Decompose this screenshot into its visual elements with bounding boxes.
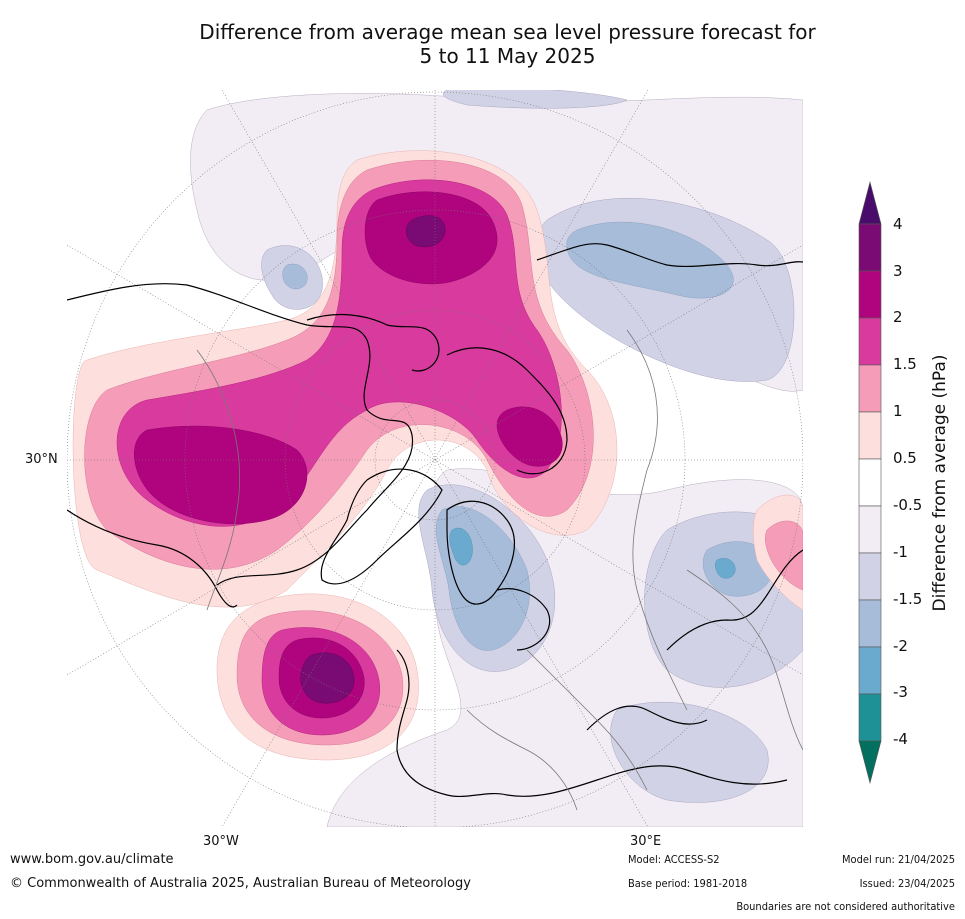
title-line-2: 5 to 11 May 2025 xyxy=(419,44,596,68)
colorbar-segment xyxy=(858,505,882,554)
copyright: © Commonwealth of Australia 2025, Austra… xyxy=(10,876,471,891)
model-run: Model run: 21/04/2025 xyxy=(842,853,955,866)
colorbar-segment xyxy=(858,646,882,695)
cb-tick-neg-4: -4 xyxy=(893,730,908,748)
colorbar-segment xyxy=(858,317,882,366)
colorbar-segment xyxy=(858,270,882,319)
map-title: Difference from average mean sea level p… xyxy=(0,20,965,68)
cb-tick-neg-0-5: -0.5 xyxy=(893,496,923,514)
cb-tick-1: 1 xyxy=(893,402,903,420)
cb-tick-0-5: 0.5 xyxy=(893,449,917,467)
cb-tick-3: 3 xyxy=(893,262,903,280)
title-line-1: Difference from average mean sea level p… xyxy=(199,20,816,44)
cb-tick-neg-1-5: -1.5 xyxy=(893,590,923,608)
lon-label-30e: 30°E xyxy=(630,834,662,849)
negative-anomaly-blue xyxy=(449,527,736,579)
colorbar-segment xyxy=(858,552,882,601)
lat-label-30n: 30°N xyxy=(25,452,58,467)
website-link[interactable]: www.bom.gov.au/climate xyxy=(10,852,174,867)
colorbar-segment xyxy=(858,693,882,742)
issued-date: Issued: 23/04/2025 xyxy=(859,877,955,890)
colorbar-label: Difference from average (hPa) xyxy=(930,354,950,612)
lon-label-30w: 30°W xyxy=(203,834,239,849)
colorbar-segment xyxy=(858,458,882,507)
colorbar-arrow-bottom xyxy=(858,740,882,784)
model-name: Model: ACCESS-S2 xyxy=(628,853,720,866)
colorbar-segment xyxy=(858,223,882,272)
cb-tick-neg-1: -1 xyxy=(893,543,908,561)
colorbar-segment xyxy=(858,599,882,648)
positive-anomaly-strong xyxy=(134,191,563,719)
colorbar-segment xyxy=(858,364,882,413)
positive-anomaly-max xyxy=(300,215,446,704)
cb-tick-2: 2 xyxy=(893,308,903,326)
borders xyxy=(196,329,803,811)
pressure-anomaly-map xyxy=(67,90,803,827)
base-period: Base period: 1981-2018 xyxy=(628,877,748,890)
colorbar xyxy=(858,180,882,784)
cb-tick-neg-3: -3 xyxy=(893,683,908,701)
graticule xyxy=(67,90,803,827)
cb-tick-neg-2: -2 xyxy=(893,637,908,655)
colorbar-arrow-top xyxy=(858,180,882,225)
cb-tick-1-5: 1.5 xyxy=(893,355,917,373)
coastlines xyxy=(67,243,803,798)
colorbar-segment xyxy=(858,411,882,460)
cb-tick-4: 4 xyxy=(893,215,903,233)
disclaimer: Boundaries are not considered authoritat… xyxy=(736,900,955,913)
